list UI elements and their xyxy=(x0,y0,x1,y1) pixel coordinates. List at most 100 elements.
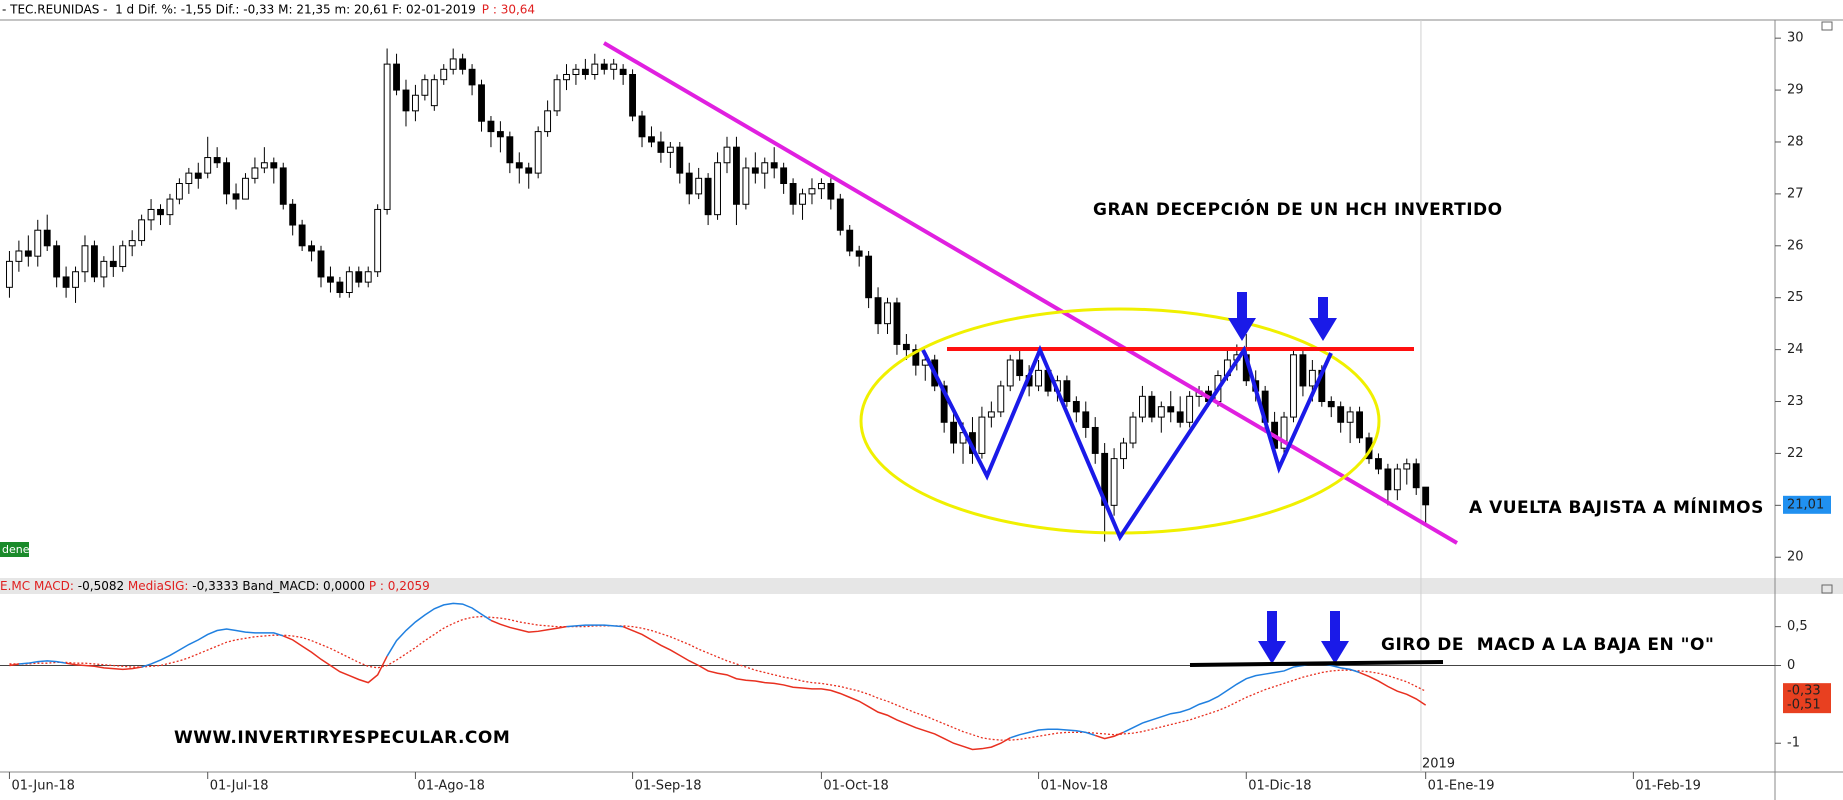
candle-body xyxy=(1035,369,1042,387)
y-tick-label: 24 xyxy=(1787,342,1804,357)
macd-line xyxy=(141,628,284,668)
candle-body xyxy=(789,183,797,205)
pattern-zigzag xyxy=(921,344,1333,542)
candle-body xyxy=(619,68,627,76)
candle-body xyxy=(308,245,315,252)
macd-line xyxy=(386,602,492,657)
candle-body xyxy=(827,183,835,200)
candle-body xyxy=(506,136,514,164)
window-button[interactable] xyxy=(1821,21,1833,31)
candle-body xyxy=(336,281,344,294)
annotation: A VUELTA BAJISTA A MÍNIMOS xyxy=(1469,496,1764,518)
candle-body xyxy=(1148,395,1156,418)
candle-body xyxy=(1346,411,1354,423)
candle-body xyxy=(553,79,561,112)
grid-layer xyxy=(0,20,1781,779)
candle-body xyxy=(138,219,146,242)
x-tick-label: 01-Dic-18 xyxy=(1248,779,1311,794)
candle-body xyxy=(723,146,731,164)
annotation: GIRO DE MACD A LA BAJA EN "O" xyxy=(1381,635,1714,655)
candle-body xyxy=(1299,354,1307,387)
candle-body xyxy=(874,297,882,325)
candle-body xyxy=(1403,463,1411,470)
candle-body xyxy=(1280,416,1288,449)
arrow xyxy=(1258,611,1286,664)
candle-body xyxy=(72,271,79,288)
price-tag-label: 21,01 xyxy=(1787,497,1824,512)
candle-body xyxy=(865,255,873,299)
x-tick-label: 01-Ago-18 xyxy=(417,779,485,794)
candle-body xyxy=(383,63,391,210)
candle-body xyxy=(374,208,382,273)
candle-body xyxy=(714,162,721,216)
macd-header-part: -0,5082 xyxy=(74,579,128,593)
candle-body xyxy=(232,193,240,200)
candle-body xyxy=(950,421,958,444)
macd-tag xyxy=(1783,697,1831,714)
x-tick-label: 01-Sep-18 xyxy=(635,779,702,794)
arrow xyxy=(1228,292,1256,341)
candle-body xyxy=(893,302,901,345)
candle-body xyxy=(1072,401,1080,413)
candle-body xyxy=(128,240,136,247)
candle-body xyxy=(393,63,400,91)
macd-header-part: MediaSIG: xyxy=(128,579,189,593)
annotation: GRAN DECEPCIÓN DE UN HCH INVERTIDO xyxy=(1093,198,1503,220)
candle-body xyxy=(81,245,89,273)
arrow xyxy=(1321,611,1349,664)
macd-tag-label: -0,51 xyxy=(1787,698,1821,713)
candle-body xyxy=(478,84,485,122)
panel-separator xyxy=(0,578,1843,594)
candle-body xyxy=(109,260,117,268)
candle-body xyxy=(345,271,353,294)
candle-body xyxy=(884,302,891,325)
candle-body xyxy=(836,198,844,231)
candle-body xyxy=(1063,380,1071,403)
macd-tag-label: -0,33 xyxy=(1787,684,1821,699)
y-tick-label: -1 xyxy=(1787,736,1800,751)
candle-body xyxy=(298,224,306,247)
candle-body xyxy=(1356,411,1364,439)
candle-body xyxy=(364,271,372,283)
x-tick-label: 01-Jul-18 xyxy=(210,779,269,794)
y-tick-label: 28 xyxy=(1787,134,1804,149)
candle-body xyxy=(685,172,693,195)
candle-body xyxy=(1308,369,1316,387)
candle-body xyxy=(600,63,608,70)
macd-header-part: E.MC MACD: xyxy=(0,579,74,593)
macd-line xyxy=(282,635,388,684)
candle-body xyxy=(496,131,504,138)
macd-header-part: -0,3333 Band_MACD: 0,0000 xyxy=(188,579,368,593)
candle-body xyxy=(487,120,495,133)
x-tick-label: 01-Jun-18 xyxy=(11,779,75,794)
candle-body xyxy=(902,343,910,351)
y-tick-label: 0,5 xyxy=(1787,619,1808,634)
candle-body xyxy=(1016,359,1024,377)
candle-body xyxy=(695,177,703,195)
candle-body xyxy=(770,162,778,169)
window-button[interactable] xyxy=(1821,584,1833,594)
candle-body xyxy=(657,141,665,153)
candle-body xyxy=(1327,401,1335,408)
candle-body xyxy=(808,188,816,195)
candle-body xyxy=(1375,458,1382,470)
candle-body xyxy=(175,183,183,200)
candle-body xyxy=(1422,486,1430,506)
candle-body xyxy=(1129,416,1137,444)
candle-body xyxy=(402,89,410,112)
candle-body xyxy=(260,162,268,169)
candle-body xyxy=(817,183,825,190)
candle-body xyxy=(43,229,51,247)
candle-body xyxy=(997,385,1005,413)
candle-body xyxy=(157,208,164,216)
candle-body xyxy=(1290,354,1297,418)
candle-body xyxy=(1120,442,1127,460)
candle-body xyxy=(242,177,249,200)
candle-body xyxy=(515,162,523,169)
candle-body xyxy=(751,167,759,174)
candle-body xyxy=(780,167,788,185)
x-tick-label: 01-Nov-18 xyxy=(1041,779,1109,794)
candle-body xyxy=(6,260,13,288)
candle-body xyxy=(940,385,948,423)
candle-body xyxy=(1091,426,1099,454)
